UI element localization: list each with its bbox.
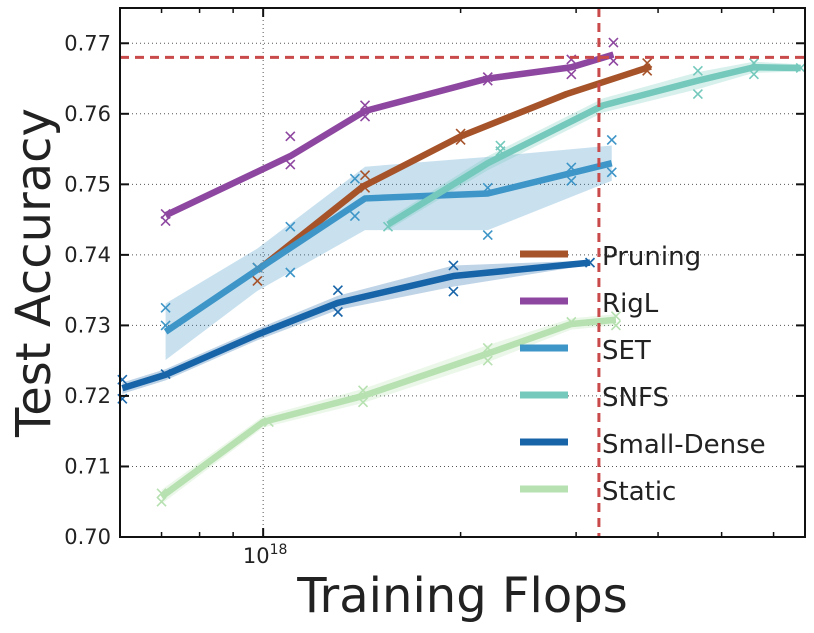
pruning-trial-marker xyxy=(642,57,653,69)
set-band xyxy=(165,145,612,360)
legend-item-snfs: SNFS xyxy=(520,383,669,413)
small-dense-trial-marker xyxy=(160,369,171,380)
rigl-trial-marker xyxy=(359,100,371,111)
set-trial-marker xyxy=(606,167,617,178)
snfs-line xyxy=(386,63,801,228)
pruning-trial-marker xyxy=(455,134,466,145)
y-tick-label: 0.74 xyxy=(64,243,111,267)
pruning-trial-marker xyxy=(359,182,371,193)
static-line xyxy=(159,316,617,500)
y-tick-label: 0.75 xyxy=(64,172,111,196)
legend-item-set: SET xyxy=(520,336,651,366)
legend-label: Pruning xyxy=(602,242,701,272)
snfs-trial-marker xyxy=(382,221,394,232)
y-tick-label: 0.71 xyxy=(64,454,111,478)
legend-label: SNFS xyxy=(602,383,669,413)
legend-label: Small-Dense xyxy=(602,430,766,460)
small-dense-trial-marker xyxy=(584,257,596,268)
snfs-trial-marker xyxy=(748,57,759,69)
set-trial-marker xyxy=(482,230,493,241)
static-trial-marker xyxy=(263,416,274,428)
static-trial-marker xyxy=(610,311,621,322)
set-trial-marker xyxy=(160,302,171,313)
x-axis-title: Training Flops xyxy=(296,568,627,624)
rigl-line xyxy=(164,51,615,219)
legend: Pruning RigL SET SNFS Small-Dense Static xyxy=(520,242,766,507)
legend-item-pruning: Pruning xyxy=(520,242,701,272)
y-tick-label: 0.76 xyxy=(64,102,111,126)
set-trial-marker xyxy=(566,162,577,173)
static-trial-marker xyxy=(610,320,621,331)
legend-item-rigl: RigL xyxy=(520,289,659,319)
set-trial-marker xyxy=(160,320,171,331)
snfs-trial-marker xyxy=(795,62,806,74)
rigl-trial-marker xyxy=(566,69,577,80)
legend-item-small-dense: Small-Dense xyxy=(520,430,766,460)
snfs-trial-marker xyxy=(495,140,506,151)
small-dense-line xyxy=(121,259,591,392)
rigl-trial-marker xyxy=(160,208,171,220)
series-lines xyxy=(121,51,801,500)
plot-frame xyxy=(119,7,806,538)
y-tick-label: 0.72 xyxy=(64,384,111,408)
set-trial-marker xyxy=(349,211,360,222)
static-trial-marker xyxy=(156,488,167,499)
rigl-trial-marker xyxy=(608,37,619,48)
rigl-trial-marker xyxy=(482,72,493,83)
set-trial-marker xyxy=(285,267,296,278)
y-axis-title: Test Accuracy xyxy=(6,108,62,438)
trial-markers xyxy=(117,37,806,507)
reference-lines xyxy=(120,8,805,537)
snfs-trial-marker xyxy=(692,88,703,100)
grid-lines xyxy=(120,8,805,537)
set-trial-marker xyxy=(285,221,296,232)
y-tick-labels: 0.70 0.71 0.72 0.73 0.74 0.75 0.76 0.77 xyxy=(64,31,111,549)
confidence-bands xyxy=(122,61,801,504)
static-trial-marker xyxy=(566,316,577,327)
pruning-trial-marker xyxy=(252,275,263,287)
snfs-trial-marker xyxy=(692,65,703,76)
static-trial-marker xyxy=(357,385,369,396)
rigl-trial-marker xyxy=(359,111,371,122)
snfs-trial-marker xyxy=(748,69,759,80)
axis-ticks xyxy=(120,8,805,538)
small-dense-trial-marker xyxy=(448,260,459,271)
y-tick-label: 0.70 xyxy=(64,525,111,549)
legend-item-static: Static xyxy=(520,477,676,507)
rigl-trial-marker xyxy=(285,159,296,170)
set-trial-marker xyxy=(349,173,360,184)
small-dense-trial-marker xyxy=(332,306,343,318)
y-tick-label: 0.73 xyxy=(64,313,111,337)
small-dense-trial-marker xyxy=(332,285,343,296)
legend-label: RigL xyxy=(602,289,659,319)
set-trial-marker xyxy=(252,262,263,273)
rigl-trial-marker xyxy=(285,131,296,142)
static-trial-marker xyxy=(156,496,167,507)
x-tick-label: 1018 xyxy=(243,542,288,568)
set-trial-marker xyxy=(482,182,493,193)
pruning-line xyxy=(255,63,652,273)
set-trial-marker xyxy=(606,134,617,145)
legend-label: SET xyxy=(602,336,651,366)
small-dense-trial-marker xyxy=(448,286,459,297)
rigl-trial-marker xyxy=(482,75,493,86)
static-trial-marker xyxy=(482,342,493,354)
set-line xyxy=(163,160,613,335)
legend-label: Static xyxy=(602,477,676,507)
pruning-trial-marker xyxy=(359,170,371,181)
pruning-trial-marker xyxy=(642,65,653,76)
static-trial-marker xyxy=(357,397,369,408)
static-trial-marker xyxy=(482,355,493,366)
set-trial-marker xyxy=(566,175,577,186)
y-tick-label: 0.77 xyxy=(64,31,111,55)
